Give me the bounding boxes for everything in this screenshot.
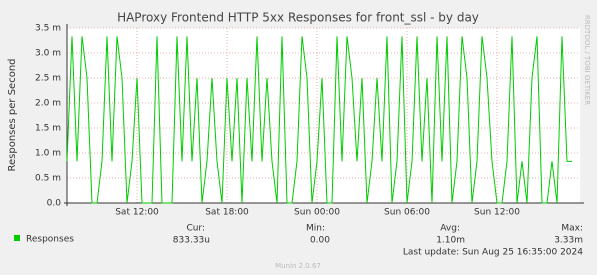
legend-value: 1.10m (436, 236, 465, 246)
y-tick-label: 1.0 m (35, 149, 61, 159)
y-tick-label: 0.5 m (35, 174, 61, 184)
series-line (66, 36, 572, 204)
y-axis-label: Responses per Second (7, 58, 18, 171)
x-tick-label: Sat 18:00 (205, 208, 249, 218)
legend-header: Max: (561, 224, 583, 234)
x-tick-label: Sun 00:00 (294, 208, 340, 218)
y-tick-label: 2.0 m (35, 99, 61, 109)
legend-value: 3.33m (554, 236, 583, 246)
legend-value: 833.33u (173, 236, 210, 246)
legend-swatch (14, 235, 20, 241)
y-tick-label: 0.0 (47, 199, 62, 209)
x-tick-label: Sun 06:00 (384, 208, 430, 218)
chart-title: HAProxy Frontend HTTP 5xx Responses for … (117, 11, 479, 25)
legend-header: Avg: (440, 224, 460, 234)
legend-header: Cur: (186, 224, 205, 234)
y-tick-label: 1.5 m (35, 124, 61, 134)
y-tick-label: 2.5 m (35, 74, 61, 84)
y-tick-label: 3.5 m (35, 24, 61, 34)
x-tick-label: Sat 12:00 (115, 208, 159, 218)
last-update: Last update: Sun Aug 25 16:35:00 2024 (403, 248, 583, 258)
y-tick-label: 3.0 m (35, 49, 61, 59)
legend-value: 0.00 (310, 236, 330, 246)
x-tick-label: Sun 12:00 (474, 208, 520, 218)
legend-label: Responses (26, 235, 74, 245)
side-text: RRDTOOL / TOBI OETIKER (583, 15, 591, 105)
footer: Munin 2.0.67 (275, 262, 321, 270)
legend-header: Min: (306, 224, 325, 234)
